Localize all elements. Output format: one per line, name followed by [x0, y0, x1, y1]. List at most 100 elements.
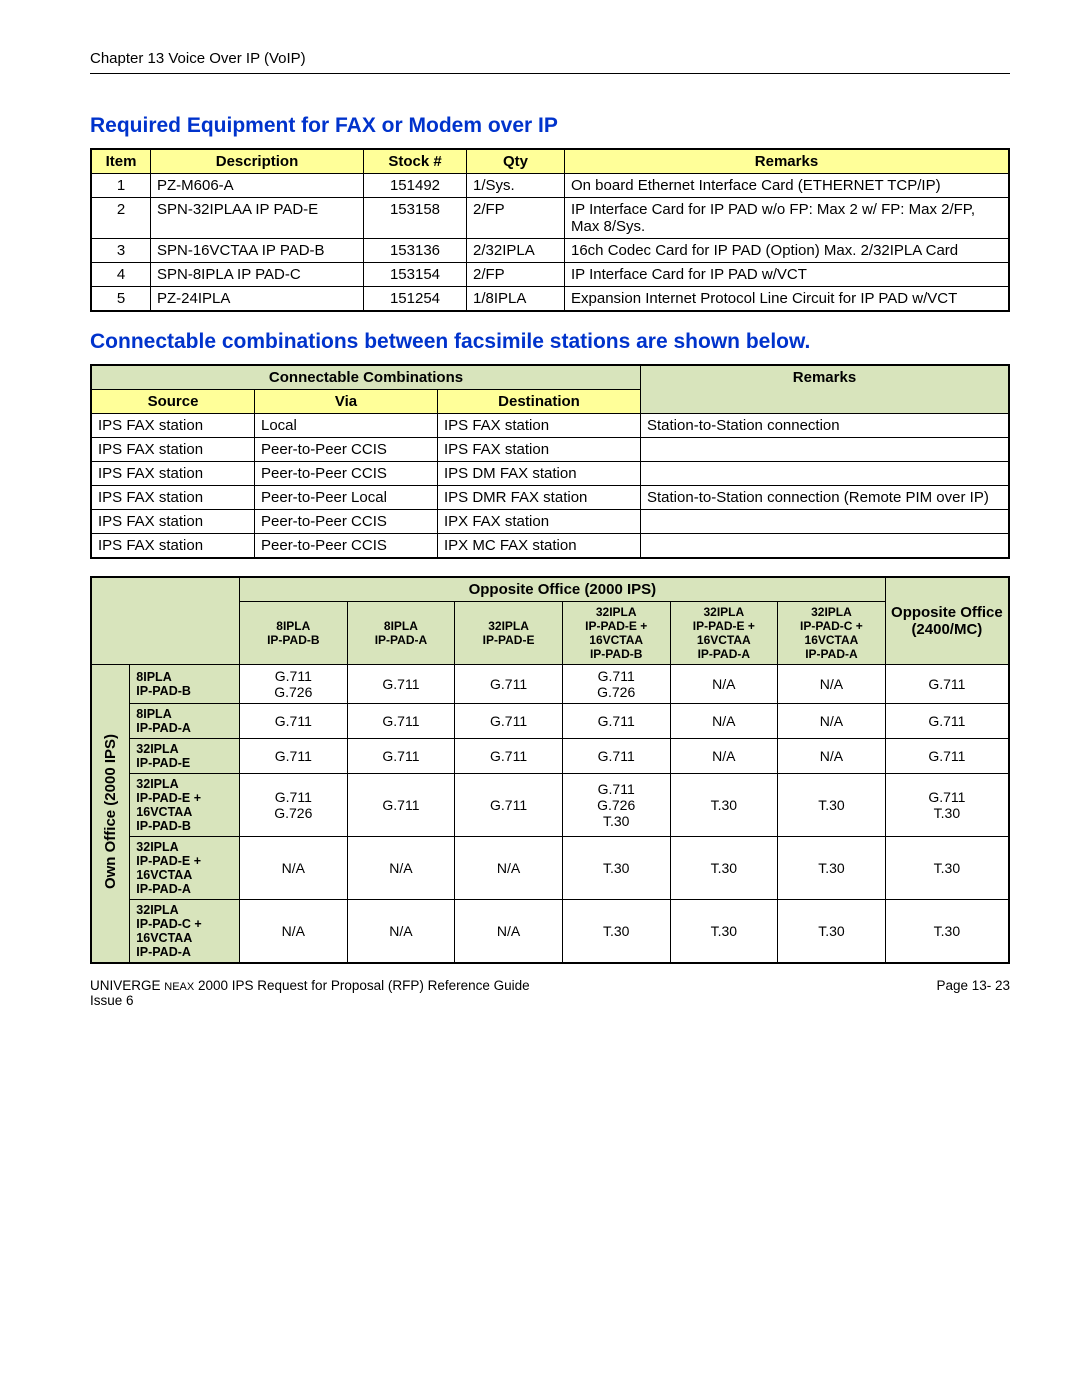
- table-cell: IPS FAX station: [438, 438, 641, 462]
- table-row: 1PZ-M606-A1514921/Sys.On board Ethernet …: [91, 174, 1009, 198]
- table-cell: [641, 534, 1010, 559]
- t3-col-header: 8IPLAIP-PAD-B: [240, 602, 348, 665]
- section1-title: Required Equipment for FAX or Modem over…: [90, 114, 1010, 138]
- table-cell: 2/FP: [467, 198, 565, 239]
- table-cell: IPS FAX station: [91, 462, 255, 486]
- table-cell: IPS DM FAX station: [438, 462, 641, 486]
- codec-matrix-table: Opposite Office (2000 IPS) Opposite Offi…: [90, 576, 1010, 964]
- table-row: 32IPLAIP-PAD-EG.711G.711G.711G.711N/AN/A…: [91, 739, 1009, 774]
- table-cell: Station-to-Station connection: [641, 414, 1010, 438]
- table-cell: On board Ethernet Interface Card (ETHERN…: [565, 174, 1010, 198]
- t1-h-item: Item: [91, 149, 151, 174]
- table-cell: 4: [91, 263, 151, 287]
- table-cell: T.30: [778, 774, 886, 837]
- table-cell: G.711: [240, 739, 348, 774]
- t3-corner: [91, 577, 240, 665]
- table-cell: G.711: [240, 704, 348, 739]
- t2-h-source: Source: [91, 390, 255, 414]
- t3-h-opp2000: Opposite Office (2000 IPS): [240, 577, 886, 602]
- table-cell: T.30: [670, 774, 778, 837]
- table-cell: [641, 510, 1010, 534]
- table-cell: G.711G.726: [240, 665, 348, 704]
- t3-col-header: 32IPLAIP-PAD-E +16VCTAAIP-PAD-A: [670, 602, 778, 665]
- chapter-header: Chapter 13 Voice Over IP (VoIP): [90, 50, 1010, 67]
- table-cell: N/A: [670, 739, 778, 774]
- t3-col-header: 8IPLAIP-PAD-A: [347, 602, 455, 665]
- table-cell: Peer-to-Peer CCIS: [255, 510, 438, 534]
- table-cell: G.711G.726: [562, 665, 670, 704]
- table-cell: IPS FAX station: [438, 414, 641, 438]
- page-footer: UNIVERGE NEAX 2000 IPS Request for Propo…: [90, 978, 1010, 1008]
- table-cell: 16ch Codec Card for IP PAD (Option) Max.…: [565, 239, 1010, 263]
- table-cell: G.711T.30: [885, 774, 1009, 837]
- table-cell: T.30: [670, 837, 778, 900]
- table-cell: N/A: [347, 900, 455, 964]
- table-cell: Peer-to-Peer CCIS: [255, 534, 438, 559]
- table-cell: IPS FAX station: [91, 438, 255, 462]
- table-row: 5PZ-24IPLA1512541/8IPLAExpansion Interne…: [91, 287, 1009, 312]
- table-cell: T.30: [885, 837, 1009, 900]
- t3-col-header: 32IPLAIP-PAD-C +16VCTAAIP-PAD-A: [778, 602, 886, 665]
- table-cell: IPX MC FAX station: [438, 534, 641, 559]
- t2-h-via: Via: [255, 390, 438, 414]
- table-row: 2SPN-32IPLAA IP PAD-E1531582/FPIP Interf…: [91, 198, 1009, 239]
- table-cell: 151254: [364, 287, 467, 312]
- table-cell: T.30: [778, 837, 886, 900]
- table-cell: G.711G.726T.30: [562, 774, 670, 837]
- table-cell: T.30: [778, 900, 886, 964]
- table-cell: G.711: [885, 704, 1009, 739]
- t3-col-header: 32IPLAIP-PAD-E: [455, 602, 563, 665]
- table-cell: G.711: [347, 739, 455, 774]
- t3-col-header: 32IPLAIP-PAD-E +16VCTAAIP-PAD-B: [562, 602, 670, 665]
- table-cell: IPS FAX station: [91, 534, 255, 559]
- table-cell: G.711: [562, 704, 670, 739]
- header-rule: [90, 73, 1010, 74]
- table-cell: [641, 438, 1010, 462]
- t3-row-label: 8IPLAIP-PAD-B: [130, 665, 240, 704]
- table-cell: Station-to-Station connection (Remote PI…: [641, 486, 1010, 510]
- table-row: 32IPLAIP-PAD-C +16VCTAAIP-PAD-AN/AN/AN/A…: [91, 900, 1009, 964]
- table-cell: G.711: [455, 774, 563, 837]
- table-cell: 153136: [364, 239, 467, 263]
- footer-guide-a: UNIVERGE: [90, 978, 164, 993]
- table-cell: PZ-24IPLA: [151, 287, 364, 312]
- table-cell: 2/FP: [467, 263, 565, 287]
- table-cell: N/A: [240, 837, 348, 900]
- table-cell: SPN-32IPLAA IP PAD-E: [151, 198, 364, 239]
- t3-row-label: 32IPLAIP-PAD-C +16VCTAAIP-PAD-A: [130, 900, 240, 964]
- table-row: Own Office (2000 IPS)8IPLAIP-PAD-BG.711G…: [91, 665, 1009, 704]
- table-cell: 2/32IPLA: [467, 239, 565, 263]
- table-row: IPS FAX stationPeer-to-Peer CCISIPS DM F…: [91, 462, 1009, 486]
- footer-guide-c: 2000 IPS Request for Proposal (RFP) Refe…: [194, 978, 529, 993]
- table-cell: SPN-16VCTAA IP PAD-B: [151, 239, 364, 263]
- table-cell: 1/Sys.: [467, 174, 565, 198]
- table-cell: 1: [91, 174, 151, 198]
- table-cell: G.711: [562, 739, 670, 774]
- footer-left: UNIVERGE NEAX 2000 IPS Request for Propo…: [90, 978, 530, 1008]
- table-cell: IPX FAX station: [438, 510, 641, 534]
- table-cell: G.711: [885, 739, 1009, 774]
- table-cell: N/A: [347, 837, 455, 900]
- table-cell: 1/8IPLA: [467, 287, 565, 312]
- t2-h-dest: Destination: [438, 390, 641, 414]
- table-cell: IP Interface Card for IP PAD w/o FP: Max…: [565, 198, 1010, 239]
- table-cell: 2: [91, 198, 151, 239]
- footer-right: Page 13- 23: [936, 978, 1010, 1008]
- table-cell: N/A: [240, 900, 348, 964]
- table-cell: 5: [91, 287, 151, 312]
- table-cell: 3: [91, 239, 151, 263]
- table-cell: IPS FAX station: [91, 510, 255, 534]
- table-cell: 153154: [364, 263, 467, 287]
- table-row: IPS FAX stationPeer-to-Peer CCISIPS FAX …: [91, 438, 1009, 462]
- table-cell: N/A: [455, 837, 563, 900]
- t3-row-label: 32IPLAIP-PAD-E +16VCTAAIP-PAD-A: [130, 837, 240, 900]
- table-cell: Expansion Internet Protocol Line Circuit…: [565, 287, 1010, 312]
- t3-own-office-label: Own Office (2000 IPS): [91, 665, 130, 964]
- t3-row-label: 8IPLAIP-PAD-A: [130, 704, 240, 739]
- table-row: 4SPN-8IPLA IP PAD-C1531542/FPIP Interfac…: [91, 263, 1009, 287]
- table-cell: N/A: [778, 739, 886, 774]
- t2-h-combos: Connectable Combinations: [91, 365, 641, 390]
- table-cell: G.711: [455, 704, 563, 739]
- table-row: IPS FAX stationPeer-to-Peer CCISIPX MC F…: [91, 534, 1009, 559]
- connectable-combinations-table: Connectable Combinations Remarks Source …: [90, 364, 1010, 559]
